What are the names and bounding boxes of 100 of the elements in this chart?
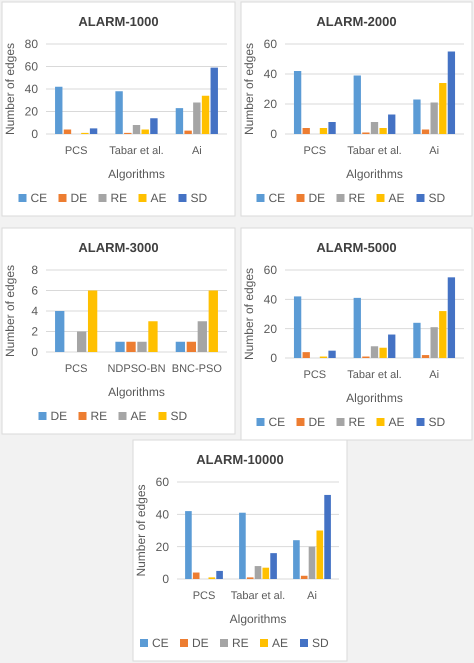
y-tick-label: 0 (270, 351, 278, 366)
legend-label: DE (308, 415, 326, 429)
bar (192, 572, 200, 579)
chart-title: ALARM-1000 (78, 14, 159, 29)
x-tick-label: Tabar et al. (347, 369, 402, 381)
x-tick-label: Ai (307, 590, 317, 602)
y-tick-label: 40 (156, 508, 170, 522)
y-tick-label: 8 (31, 263, 38, 278)
y-tick-label: 0 (270, 127, 278, 142)
y-tick-label: 20 (264, 322, 278, 336)
legend-label: SD (170, 409, 188, 423)
y-tick-label: 20 (24, 104, 38, 119)
bar (202, 96, 210, 134)
bar (448, 277, 456, 358)
legend-label: AE (388, 415, 405, 429)
bar (184, 130, 192, 134)
bar (300, 576, 308, 579)
bar (422, 355, 430, 358)
legend-label: AE (130, 409, 147, 423)
x-tick-label: PCS (64, 145, 88, 157)
y-tick-label: 0 (162, 572, 170, 586)
legend-label: AE (388, 191, 405, 205)
x-tick-label: Tabar et al. (109, 145, 164, 157)
bar (176, 108, 184, 134)
bar (239, 512, 246, 579)
bar (328, 350, 336, 358)
x-tick-label: Tabar et al. (230, 590, 286, 602)
bar (137, 342, 147, 352)
bar (115, 342, 125, 352)
bar (193, 102, 201, 134)
x-axis-title: Algorithms (346, 167, 403, 181)
x-tick-label: BNC-PSO (172, 363, 222, 375)
bar (185, 511, 192, 579)
bar (55, 86, 62, 134)
x-tick-label: Tabar et al. (347, 145, 402, 157)
legend-label: RE (348, 191, 366, 205)
legend-label: RE (348, 415, 366, 429)
bar (379, 128, 387, 134)
y-tick-label: 20 (156, 540, 170, 554)
bar (328, 122, 336, 134)
bar (115, 91, 123, 134)
legend-label: CE (268, 191, 286, 205)
bar (430, 327, 438, 358)
chart-title: ALARM-5000 (316, 240, 397, 255)
bar (90, 128, 98, 134)
y-tick-label: 60 (156, 475, 170, 490)
y-tick-label: 40 (24, 82, 38, 96)
legend-label: SD (190, 191, 208, 205)
bar (302, 128, 310, 134)
legend-label: RE (232, 636, 249, 650)
x-axis-title: Algorithms (346, 391, 403, 405)
bar (354, 76, 361, 134)
bar (254, 566, 262, 579)
y-axis-title: Number of edges (3, 264, 17, 358)
bar (208, 290, 218, 352)
bar (379, 348, 387, 358)
bar (413, 100, 421, 134)
bar (439, 83, 446, 134)
bar (388, 334, 396, 358)
bar (150, 118, 158, 134)
legend-label: DE (308, 191, 326, 205)
bar (354, 298, 361, 358)
x-tick-label: Ai (192, 145, 202, 157)
x-tick-label: Ai (429, 369, 440, 381)
bar (142, 130, 149, 134)
chart-title: ALARM-2000 (316, 14, 397, 29)
legend-label: CE (152, 636, 169, 650)
bar (132, 125, 140, 134)
y-tick-label: 60 (264, 37, 278, 52)
x-tick-label: PCS (304, 145, 326, 157)
bar (76, 332, 86, 352)
bar (262, 568, 270, 579)
y-axis-title: Number of edges (242, 42, 256, 136)
bar (293, 540, 300, 579)
x-tick-label: PCS (304, 369, 326, 381)
x-tick-label: PCS (192, 590, 216, 602)
legend-label: CE (30, 191, 48, 205)
legend-label: RE (90, 409, 108, 423)
bar (422, 130, 430, 134)
y-tick-label: 0 (31, 127, 38, 142)
bar (55, 311, 64, 352)
chart-title: ALARM-3000 (78, 240, 159, 255)
bar (370, 346, 378, 358)
bar (210, 68, 218, 134)
legend-label: DE (70, 191, 88, 205)
legend-label: SD (428, 191, 446, 205)
bar (176, 342, 186, 352)
bar (324, 494, 331, 579)
legend-label: SD (312, 636, 330, 650)
x-tick-label: Ai (429, 145, 440, 157)
x-tick-label: PCS (64, 363, 88, 375)
x-axis-title: Algorithms (108, 385, 165, 399)
bar (413, 322, 421, 358)
y-tick-label: 40 (264, 292, 278, 307)
bar (64, 130, 72, 134)
bar (294, 71, 302, 134)
bar (320, 128, 328, 134)
y-tick-label: 4 (31, 304, 38, 318)
bar (126, 342, 136, 352)
bar (316, 530, 324, 579)
